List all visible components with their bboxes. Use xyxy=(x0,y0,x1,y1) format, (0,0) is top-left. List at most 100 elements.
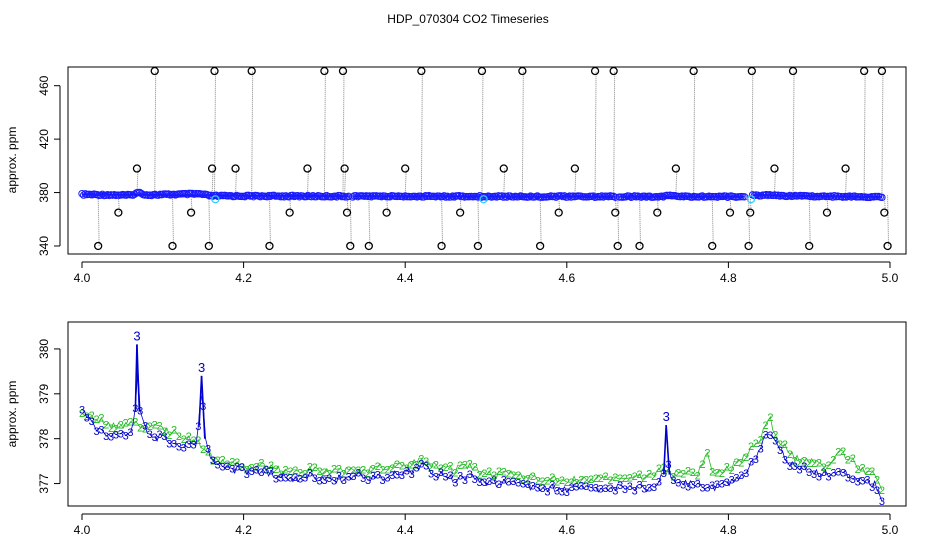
spike-line xyxy=(882,71,883,195)
outlier-point xyxy=(304,165,311,172)
series-3-peak-label: 3 xyxy=(198,360,205,375)
series-3-marker: 3 xyxy=(758,443,764,455)
outlier-point xyxy=(592,68,599,75)
outlier-point xyxy=(771,165,778,172)
outlier-point xyxy=(878,68,885,75)
outlier-point xyxy=(341,165,348,172)
outlier-point xyxy=(205,242,212,249)
outlier-point xyxy=(115,209,122,216)
spike-line xyxy=(618,195,619,246)
outlier-point xyxy=(823,209,830,216)
top-x-tick-label: 4.8 xyxy=(720,271,737,285)
spike-line xyxy=(752,71,753,195)
outlier-point xyxy=(321,68,328,75)
bottom-x-tick-label: 4.6 xyxy=(558,523,575,537)
outlier-point xyxy=(636,242,643,249)
outlier-point xyxy=(537,242,544,249)
spike-line xyxy=(482,71,483,195)
outlier-point xyxy=(709,242,716,249)
spike-line xyxy=(269,195,270,246)
spike-line xyxy=(640,195,641,246)
spike-line xyxy=(614,71,615,195)
bottom-y-tick-label: 378 xyxy=(37,428,51,448)
outlier-point xyxy=(842,165,849,172)
spike-line xyxy=(478,195,479,246)
outlier-point xyxy=(248,68,255,75)
top-x-tick-label: 4.2 xyxy=(235,271,252,285)
outlier-point xyxy=(745,242,752,249)
outlier-point xyxy=(339,68,346,75)
top-y-tick-label: 460 xyxy=(37,75,51,95)
outlier-point xyxy=(365,242,372,249)
outlier-point xyxy=(727,209,734,216)
series-2-marker: 2 xyxy=(699,459,705,471)
outlier-point xyxy=(211,68,218,75)
outlier-point xyxy=(169,242,176,249)
spike-line xyxy=(809,195,810,246)
outlier-point xyxy=(347,242,354,249)
spike-line xyxy=(864,71,865,195)
outlier-point xyxy=(571,165,578,172)
series-3-marker: 3 xyxy=(195,421,201,433)
outlier-point xyxy=(672,165,679,172)
spike-line xyxy=(98,195,99,246)
series-3-marker: 3 xyxy=(205,444,211,456)
spike-line xyxy=(191,195,192,212)
bottom-x-tick-label: 4.2 xyxy=(235,523,252,537)
outlier-point xyxy=(884,242,891,249)
outlier-point xyxy=(151,68,158,75)
spike-line xyxy=(172,195,173,246)
top-y-tick-label: 340 xyxy=(37,236,51,256)
outlier-point xyxy=(266,242,273,249)
outlier-point xyxy=(188,209,195,216)
spike-line xyxy=(442,195,443,246)
top-x-tick-label: 4.6 xyxy=(558,271,575,285)
outlier-point xyxy=(478,68,485,75)
outlier-point xyxy=(402,165,409,172)
outlier-point xyxy=(474,242,481,249)
bottom-x-tick-label: 5.0 xyxy=(882,523,899,537)
bottom-y-tick-label: 380 xyxy=(37,339,51,359)
series-2-marker: 2 xyxy=(767,412,773,424)
top-x-tick-label: 4.4 xyxy=(397,271,414,285)
spike-line xyxy=(694,71,695,195)
spike-line xyxy=(215,71,216,195)
outlier-point xyxy=(95,242,102,249)
outlier-point xyxy=(286,209,293,216)
outlier-point xyxy=(519,68,526,75)
spike-line xyxy=(888,195,889,246)
outlier-point xyxy=(806,242,813,249)
outlier-point xyxy=(344,209,351,216)
spike-line xyxy=(155,71,156,195)
series-3-marker: 3 xyxy=(874,485,880,497)
bottom-y-tick-label: 377 xyxy=(37,473,51,493)
top-x-tick-label: 4.0 xyxy=(74,271,91,285)
bottom-y-axis-label: approx. ppm xyxy=(5,381,19,448)
top-y-tick-label: 420 xyxy=(37,129,51,149)
series-3-marker: 3 xyxy=(743,468,749,480)
top-plot-content xyxy=(79,68,891,250)
outlier-point xyxy=(232,165,239,172)
top-y-axis-label: approx. ppm xyxy=(5,127,19,194)
spike-line xyxy=(252,71,253,195)
spike-line xyxy=(369,195,370,246)
spike-line xyxy=(209,195,210,246)
series-3-marker: 3 xyxy=(753,454,759,466)
bottom-y-tick-label: 379 xyxy=(37,383,51,403)
outlier-point xyxy=(610,68,617,75)
spike-line xyxy=(343,71,344,195)
bottom-x-tick-label: 4.0 xyxy=(74,523,91,537)
spike-line xyxy=(324,71,325,195)
spike-line xyxy=(350,195,351,246)
series-2-marker: 2 xyxy=(704,448,710,460)
outlier-point xyxy=(612,209,619,216)
bottom-x-tick-label: 4.8 xyxy=(720,523,737,537)
spike-line xyxy=(421,71,422,195)
outlier-point xyxy=(790,68,797,75)
spike-line xyxy=(595,71,596,195)
